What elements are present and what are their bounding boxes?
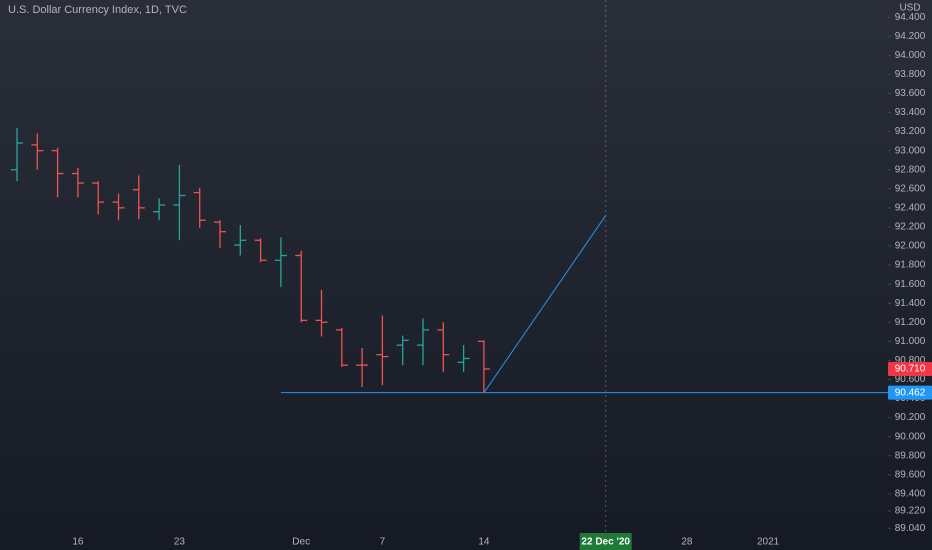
y-tick-label: 92.200 <box>895 222 926 233</box>
y-tick-label: 90.800 <box>895 355 926 366</box>
x-tick-label: 2021 <box>757 537 780 548</box>
y-tick-label: 91.600 <box>895 279 926 290</box>
x-tick-label: 22 Dec '20 <box>581 537 630 548</box>
y-tick-label: 89.220 <box>895 506 926 517</box>
y-tick-label: 94.200 <box>895 31 926 42</box>
y-tick-label: 90.200 <box>895 412 926 423</box>
y-tick-label: 93.800 <box>895 69 926 80</box>
y-tick-label: 90.000 <box>895 431 926 442</box>
y-tick-label: 93.000 <box>895 145 926 156</box>
y-tick-label: 89.400 <box>895 489 926 500</box>
last-price-badge <box>888 361 932 376</box>
chart-title: U.S. Dollar Currency Index, 1D, TVC <box>8 4 187 16</box>
y-tick-label: 91.800 <box>895 260 926 271</box>
x-tick-label: 23 <box>174 537 186 548</box>
last-price-label: 90.710 <box>895 364 926 375</box>
y-tick-label: 91.000 <box>895 336 926 347</box>
y-tick-label: 93.200 <box>895 126 926 137</box>
horizontal-line-label: 90.462 <box>895 387 926 398</box>
y-tick-label: 89.800 <box>895 450 926 461</box>
x-tick-label: 28 <box>681 537 693 548</box>
horizontal-line-badge <box>888 385 932 400</box>
y-tick-label: 91.400 <box>895 298 926 309</box>
y-tick-label: 90.600 <box>895 374 926 385</box>
x-tick-label: 14 <box>478 537 490 548</box>
y-tick-label: 91.200 <box>895 317 926 328</box>
trend-line <box>483 215 607 394</box>
y-tick-label: 93.600 <box>895 88 926 99</box>
crosshair-badge <box>579 533 632 550</box>
y-tick-label: 89.600 <box>895 469 926 480</box>
y-tick-label: 89.040 <box>895 523 926 534</box>
currency-label: USD <box>899 3 920 14</box>
x-tick-label: Dec <box>292 537 310 548</box>
y-tick-label: 92.800 <box>895 164 926 175</box>
x-tick-label: 16 <box>72 537 84 548</box>
y-tick-label: 92.400 <box>895 202 926 213</box>
y-tick-label: 94.400 <box>895 12 926 23</box>
y-tick-label: 92.600 <box>895 183 926 194</box>
y-tick-label: 92.000 <box>895 241 926 252</box>
y-tick-label: 93.400 <box>895 107 926 118</box>
x-tick-label: 7 <box>380 537 386 548</box>
y-tick-label: 94.000 <box>895 50 926 61</box>
